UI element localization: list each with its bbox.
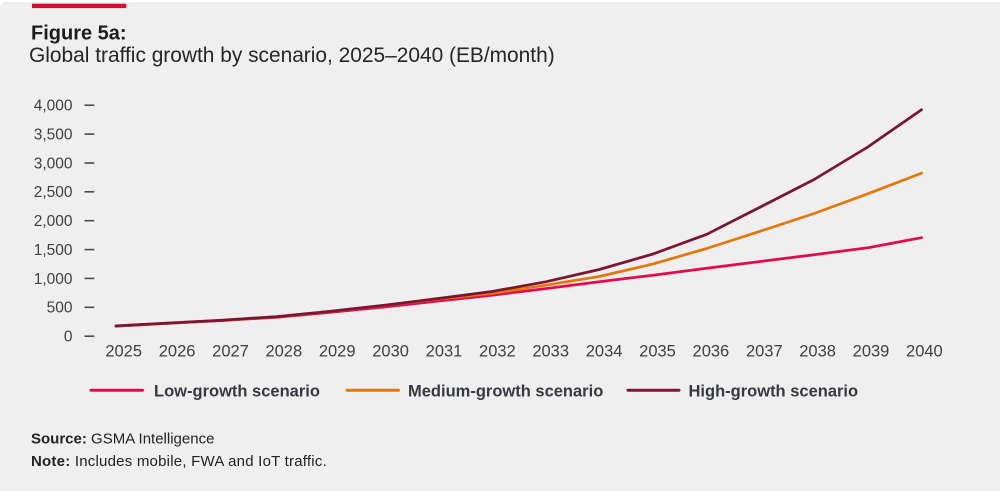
svg-text:2038: 2038 [799,342,836,360]
svg-text:0: 0 [64,329,73,346]
svg-text:2026: 2026 [159,342,196,360]
svg-text:Note: Includes mobile, FWA and: Note: Includes mobile, FWA and IoT traff… [31,453,327,470]
svg-text:500: 500 [47,300,73,317]
svg-text:2037: 2037 [746,342,783,360]
svg-text:2,000: 2,000 [34,213,73,230]
svg-text:2029: 2029 [319,342,356,360]
svg-text:2040: 2040 [906,342,943,360]
svg-text:2032: 2032 [479,342,516,360]
svg-text:2035: 2035 [639,342,676,360]
svg-text:2025: 2025 [105,342,142,360]
svg-text:3,500: 3,500 [34,126,73,143]
svg-text:2027: 2027 [212,342,249,360]
svg-text:Figure 5a:: Figure 5a: [31,23,127,45]
svg-text:2036: 2036 [693,342,730,360]
svg-text:Low-growth scenario: Low-growth scenario [154,383,320,401]
svg-text:High-growth scenario: High-growth scenario [689,383,859,401]
svg-text:2031: 2031 [426,342,463,360]
svg-text:3,000: 3,000 [34,155,73,172]
svg-text:2034: 2034 [586,342,623,360]
svg-text:Medium-growth scenario: Medium-growth scenario [408,383,603,401]
svg-text:2,500: 2,500 [34,184,73,201]
svg-text:1,500: 1,500 [34,242,73,259]
svg-text:Source: GSMA Intelligence: Source: GSMA Intelligence [31,430,214,447]
svg-text:2039: 2039 [853,342,890,360]
svg-text:4,000: 4,000 [34,98,73,115]
svg-text:2028: 2028 [265,342,302,360]
svg-text:2030: 2030 [372,342,409,360]
svg-text:1,000: 1,000 [34,271,73,288]
svg-text:2033: 2033 [532,342,569,360]
svg-text:Global traffic growth by scena: Global traffic growth by scenario, 2025–… [29,44,555,67]
